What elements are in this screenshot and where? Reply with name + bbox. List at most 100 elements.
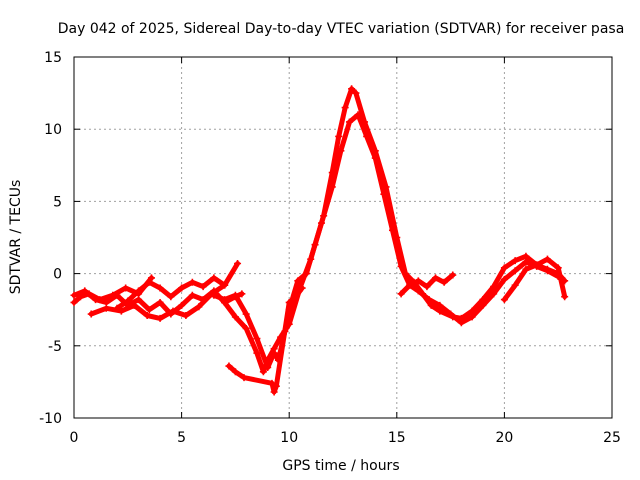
- x-axis-label: GPS time / hours: [282, 458, 399, 474]
- data-point: [380, 190, 388, 198]
- data-point: [270, 388, 278, 396]
- data-point: [270, 345, 278, 353]
- data-point: [253, 349, 261, 357]
- data-point: [406, 281, 414, 289]
- series-track-8: [397, 271, 457, 298]
- data-point: [397, 262, 405, 270]
- data-point: [432, 274, 440, 282]
- data-point: [479, 301, 487, 309]
- data-point: [117, 307, 125, 315]
- data-point: [238, 290, 246, 298]
- data-point: [341, 104, 349, 112]
- data-point: [500, 296, 508, 304]
- data-point: [234, 259, 242, 267]
- data-point: [511, 257, 519, 265]
- series-trace: [222, 112, 561, 375]
- data-point: [533, 261, 541, 269]
- data-point: [348, 85, 356, 93]
- axis-ticks: 0 5 10 15 20 25 -10 -5 0 5 10 15: [39, 50, 621, 446]
- data-point: [259, 368, 267, 376]
- data-point: [182, 311, 190, 319]
- data-point: [554, 264, 562, 272]
- data-point: [307, 255, 315, 263]
- y-tick-label: 5: [53, 194, 62, 210]
- y-axis-label: SDTVAR / TECUs: [8, 180, 24, 295]
- data-point: [423, 283, 431, 291]
- data-point: [272, 382, 280, 390]
- data-point: [147, 274, 155, 282]
- data-point: [543, 267, 551, 275]
- data-point: [500, 275, 508, 283]
- data-point: [169, 307, 177, 315]
- data-point: [195, 303, 203, 311]
- data-point: [337, 147, 345, 155]
- data-point: [231, 313, 239, 321]
- y-tick-label: 10: [44, 122, 62, 138]
- data-point: [210, 291, 218, 299]
- data-point: [130, 301, 138, 309]
- data-point: [264, 356, 272, 364]
- data-point: [440, 278, 448, 286]
- data-point: [522, 258, 530, 266]
- data-point: [414, 287, 422, 295]
- data-point: [178, 284, 186, 292]
- y-tick-label: -10: [39, 411, 62, 427]
- data-point: [388, 226, 396, 234]
- data-point: [102, 304, 110, 312]
- data-point: [109, 291, 117, 299]
- data-point: [76, 293, 84, 301]
- data-point: [96, 296, 104, 304]
- data-point: [122, 284, 130, 292]
- data-point: [371, 154, 379, 162]
- data-point: [113, 304, 121, 312]
- data-point: [468, 313, 476, 321]
- plot-frame: [73, 56, 613, 419]
- series-track-4: [113, 274, 229, 312]
- data-point: [292, 293, 300, 301]
- data-point: [253, 335, 261, 343]
- data-point: [135, 287, 143, 295]
- data-point: [500, 264, 508, 272]
- x-tick-label: 10: [280, 430, 298, 446]
- x-tick-label: 15: [388, 430, 406, 446]
- y-tick-label: -5: [48, 339, 62, 355]
- y-tick-label: 0: [53, 267, 62, 283]
- data-point: [221, 281, 229, 289]
- x-tick-label: 25: [603, 430, 621, 446]
- data-point: [522, 265, 530, 273]
- chart-title: Day 042 of 2025, Sidereal Day-to-day VTE…: [58, 21, 625, 37]
- data-point: [242, 310, 250, 318]
- data-point: [490, 290, 498, 298]
- data-point: [543, 255, 551, 263]
- data-point: [242, 324, 250, 332]
- y-tick-label: 15: [44, 50, 62, 66]
- data-point: [156, 284, 164, 292]
- data-point: [354, 111, 362, 119]
- data-point: [199, 283, 207, 291]
- data-point: [85, 290, 93, 298]
- data-point: [178, 301, 186, 309]
- data-point: [335, 132, 343, 140]
- data-point: [156, 314, 164, 322]
- data-point: [221, 298, 229, 306]
- x-tick-label: 5: [177, 430, 186, 446]
- data-point: [414, 277, 422, 285]
- x-tick-label: 0: [70, 430, 79, 446]
- data-point: [436, 301, 444, 309]
- data-point: [511, 267, 519, 275]
- data-point: [449, 271, 457, 279]
- data-point: [561, 293, 569, 301]
- data-point: [285, 298, 293, 306]
- data-point: [425, 296, 433, 304]
- data-point: [231, 291, 239, 299]
- data-point: [210, 274, 218, 282]
- data-point: [345, 118, 353, 126]
- data-point: [447, 310, 455, 318]
- data-point: [156, 298, 164, 306]
- data-point: [145, 306, 153, 314]
- data-point: [167, 293, 175, 301]
- data-point: [268, 379, 276, 387]
- data-point: [511, 281, 519, 289]
- data-point: [188, 278, 196, 286]
